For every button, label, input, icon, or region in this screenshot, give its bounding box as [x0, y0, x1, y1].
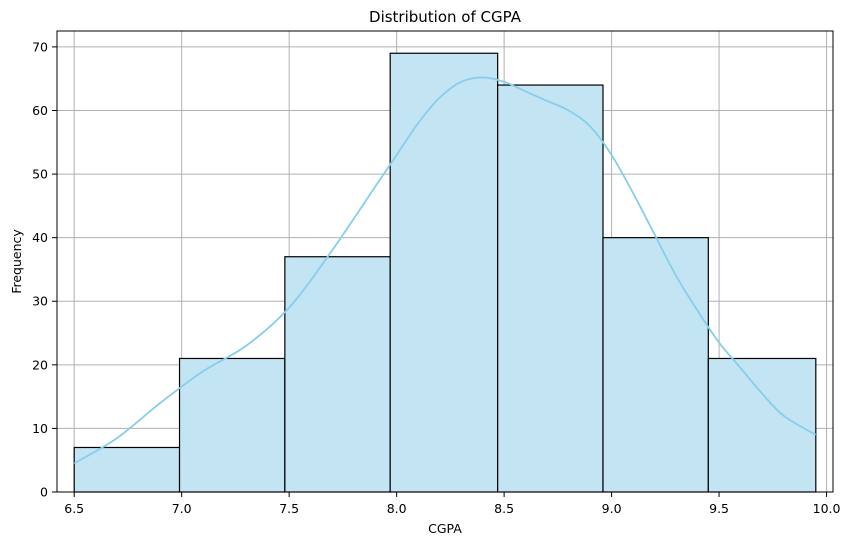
x-tick-label-2: 7.5 — [279, 501, 299, 516]
x-tick-label-4: 8.5 — [494, 501, 514, 516]
histogram-bar-2 — [284, 256, 391, 493]
axes-frame — [56, 30, 834, 493]
y-tick-label-4: 40 — [32, 230, 48, 245]
y-tick-label-5: 50 — [32, 167, 48, 182]
y-tick-label-0: 0 — [40, 485, 48, 500]
chart-title: Distribution of CGPA — [369, 8, 522, 26]
histogram-bar-1 — [178, 357, 286, 493]
histogram-bar-3 — [389, 52, 499, 493]
y-tick-label-7: 70 — [32, 39, 48, 54]
histogram-bar-4 — [497, 84, 604, 493]
y-tick-label-3: 30 — [32, 294, 48, 309]
y-tick-label-6: 60 — [32, 103, 48, 118]
plot-frame — [56, 30, 834, 493]
x-tick-label-1: 7.0 — [172, 501, 192, 516]
x-tick-label-7: 10.0 — [813, 501, 841, 516]
kde-curve — [73, 76, 817, 465]
x-axis-title: CGPA — [428, 521, 462, 536]
x-axis-ticks: 6.5 7.0 7.5 8.0 8.5 9.0 9.5 10.0 — [64, 492, 841, 516]
x-tick-label-6: 9.5 — [709, 501, 729, 516]
x-tick-label-5: 9.0 — [602, 501, 622, 516]
y-axis-title: Frequency — [9, 229, 24, 294]
kde-curve-layer — [73, 76, 817, 465]
x-tick-label-3: 8.0 — [387, 501, 407, 516]
y-tick-label-1: 10 — [32, 421, 48, 436]
y-axis-ticks: 0 10 20 30 40 50 60 70 — [32, 39, 57, 500]
histogram-bar-5 — [602, 237, 709, 493]
histogram-bars — [73, 52, 817, 493]
y-tick-label-2: 20 — [32, 357, 48, 372]
x-tick-label-0: 6.5 — [64, 501, 84, 516]
